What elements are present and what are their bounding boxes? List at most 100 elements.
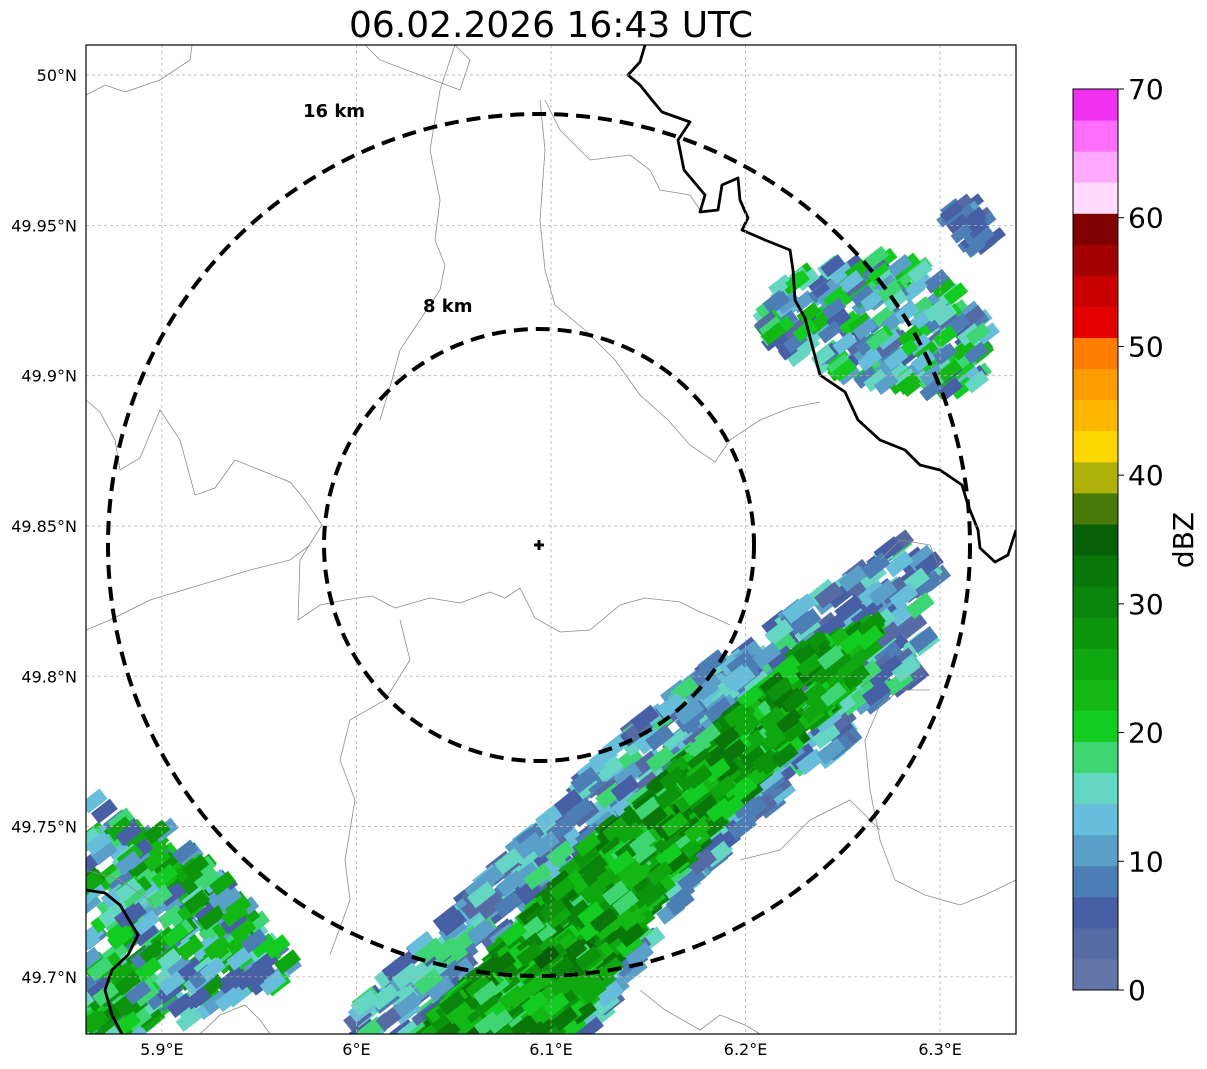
echo-cell xyxy=(535,803,565,831)
echo-cell xyxy=(510,1013,538,1034)
echo-cell xyxy=(165,953,193,980)
colorbar-tick-label: 50 xyxy=(1128,330,1164,363)
echo-cell xyxy=(848,312,874,336)
echo-cell xyxy=(910,349,936,373)
echo-cell xyxy=(736,684,764,710)
echo-cell xyxy=(151,863,178,889)
echo-cell xyxy=(350,989,380,1017)
echo-cell xyxy=(730,776,758,802)
echo-cell xyxy=(193,866,221,892)
echo-cell xyxy=(90,840,118,866)
echo-cell xyxy=(182,854,210,880)
colorbar-bin xyxy=(1073,213,1118,245)
echo-cell xyxy=(641,805,668,831)
map-plot-area[interactable]: 16 km 8 km xyxy=(74,45,1016,1047)
echo-cell xyxy=(448,1000,476,1026)
lon-tick-label: 6.2°E xyxy=(724,1040,768,1059)
reflectivity-layer xyxy=(86,193,1006,1034)
echo-cell xyxy=(937,359,963,383)
echo-cell xyxy=(873,372,899,396)
echo-cell xyxy=(694,673,724,701)
echo-cell xyxy=(909,626,939,654)
echo-cell xyxy=(381,954,411,982)
echo-cell xyxy=(114,877,142,903)
echo-cell xyxy=(546,840,576,868)
echo-cell xyxy=(796,302,822,326)
echo-cell xyxy=(782,318,808,342)
echo-cell xyxy=(839,270,864,294)
echo-cell xyxy=(145,885,173,911)
echo-cell xyxy=(861,552,891,580)
echo-cell xyxy=(415,937,445,965)
echo-cell xyxy=(391,962,421,990)
lat-tick-label: 49.8°N xyxy=(21,667,77,686)
echo-cell xyxy=(856,625,884,651)
colorbar-bin xyxy=(1073,306,1118,339)
echo-cell xyxy=(907,260,933,284)
echo-cell xyxy=(943,282,969,306)
echo-cell xyxy=(754,765,784,793)
echo-cell xyxy=(878,342,903,366)
echo-cell xyxy=(612,890,639,916)
echo-cell xyxy=(438,990,466,1016)
lat-tick-label: 49.85°N xyxy=(11,517,77,536)
echo-cell xyxy=(758,706,786,732)
range-ring-label-16km: 16 km xyxy=(303,101,365,122)
echo-cell xyxy=(739,745,767,771)
echo-cell xyxy=(119,902,147,928)
echo-cell xyxy=(191,936,218,962)
echo-cell xyxy=(877,279,903,303)
echo-cell xyxy=(852,317,878,341)
echo-cell xyxy=(631,883,659,909)
echo-cell xyxy=(521,991,549,1017)
echo-cell xyxy=(516,941,544,967)
colorbar-bin xyxy=(1073,803,1118,836)
colorbar-bin xyxy=(1073,337,1118,370)
map-frame xyxy=(85,44,1017,1035)
echo-cell xyxy=(816,737,846,765)
echo-cell xyxy=(726,649,756,677)
echo-cell xyxy=(634,796,662,822)
colorbar-bin xyxy=(1073,896,1118,929)
echo-cell xyxy=(615,858,643,884)
echo-cell xyxy=(932,325,958,349)
echo-cell xyxy=(622,864,650,890)
echo-cell xyxy=(764,618,794,646)
echo-cell xyxy=(114,850,142,876)
echo-cell xyxy=(733,713,761,739)
echo-cell xyxy=(143,847,171,873)
echo-cell xyxy=(572,843,600,869)
echo-cell xyxy=(662,727,692,755)
echo-cell xyxy=(107,925,135,951)
echo-cell xyxy=(274,949,302,975)
colorbar-tick-label: 70 xyxy=(1128,73,1164,106)
echo-cell xyxy=(425,974,455,1002)
echo-cell xyxy=(693,723,721,749)
lon-tick-label: 6.1°E xyxy=(529,1040,573,1059)
colorbar-bin xyxy=(1073,275,1118,307)
echo-cell xyxy=(709,775,737,801)
lon-tick-label: 6°E xyxy=(342,1040,370,1059)
echo-cell xyxy=(782,596,812,624)
echo-cell xyxy=(691,794,719,820)
echo-cell xyxy=(496,869,526,897)
echo-cell xyxy=(197,905,225,931)
echo-cell xyxy=(528,1016,556,1034)
echo-cell xyxy=(765,677,793,703)
colorbar-bin xyxy=(1073,182,1118,214)
echo-cell xyxy=(124,980,152,1006)
echo-cell xyxy=(465,974,493,1000)
echo-cell xyxy=(792,319,818,343)
echo-cell xyxy=(530,830,560,858)
echo-cell xyxy=(887,254,913,278)
range-ring-label-8km: 8 km xyxy=(423,296,473,317)
echo-cell xyxy=(413,968,443,996)
echo-cell xyxy=(646,860,674,886)
echo-cell xyxy=(661,811,689,838)
echo-cell xyxy=(811,661,839,687)
echo-cell xyxy=(834,595,864,623)
colorbar-tick-label: 10 xyxy=(1128,845,1164,878)
radar-site-marker xyxy=(534,540,544,550)
lat-tick-label: 49.7°N xyxy=(21,968,77,987)
